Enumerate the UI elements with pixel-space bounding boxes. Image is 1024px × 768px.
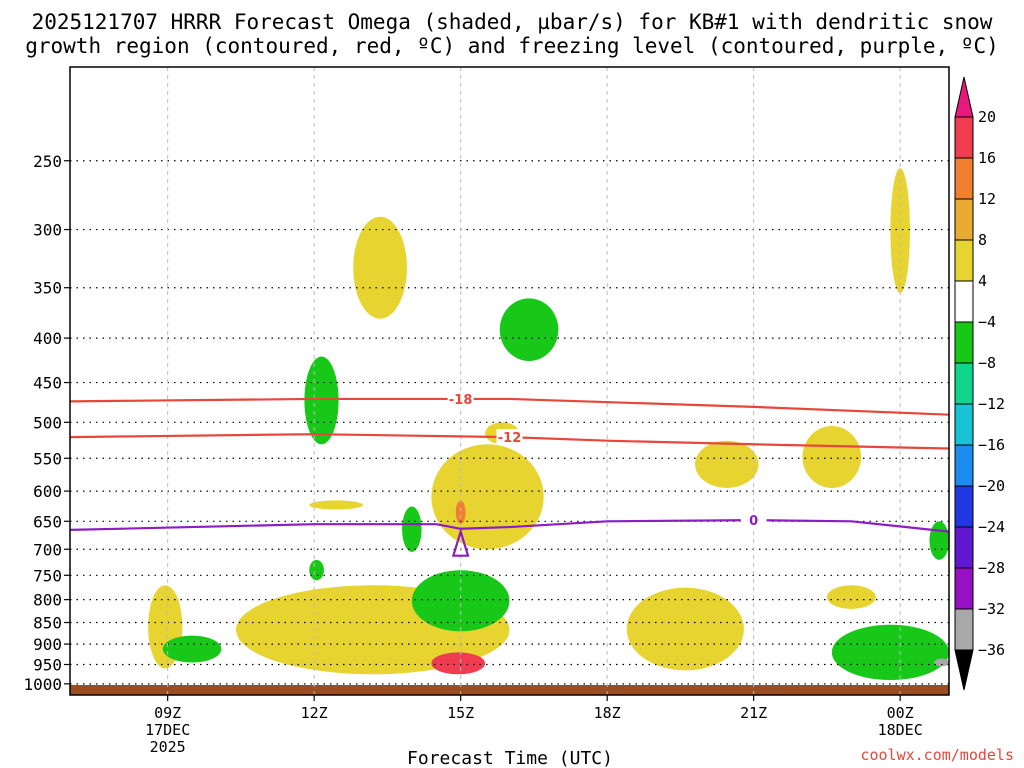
shaded-region-17 <box>411 570 510 632</box>
shaded-region-5 <box>455 500 466 525</box>
colorbar-label-12: 12 <box>978 190 996 208</box>
y-tick-label-300: 300 <box>33 221 62 240</box>
shaded-region-19 <box>826 585 876 609</box>
y-tick-label-700: 700 <box>33 540 62 559</box>
shaded-region-2 <box>304 356 339 445</box>
shaded-region-14 <box>162 635 222 663</box>
y-tick-label-800: 800 <box>33 591 62 610</box>
colorbar-label--12: −12 <box>978 395 1005 413</box>
x-tick-label-09Z: 09Z <box>154 704 181 722</box>
contour-label-bg-dgz_-18C <box>447 390 474 407</box>
x-tick-label-15Z: 15Z <box>447 704 474 722</box>
y-tick-label-1000: 1000 <box>23 675 62 694</box>
x-year-label-09Z: 2025 <box>150 738 186 756</box>
y-tick-label-250: 250 <box>33 152 62 171</box>
shaded-region-22 <box>929 521 949 560</box>
colorbar-label--20: −20 <box>978 477 1005 495</box>
colorbar-label-20: 20 <box>978 108 996 126</box>
x-tick-label-18Z: 18Z <box>594 704 621 722</box>
ground-surface <box>70 685 949 695</box>
colorbar-bin-8-12 <box>954 198 974 241</box>
x-tick-label-00Z: 00Z <box>887 704 914 722</box>
colorbar-label--36: −36 <box>978 641 1005 659</box>
contour-label-bg-dgz_-12C <box>496 429 523 446</box>
colorbar-bin-4-8 <box>954 239 974 282</box>
contour-dgz_-18C <box>70 397 949 416</box>
chart-title-line-1: 2025121707 HRRR Forecast Omega (shaded, … <box>31 10 993 34</box>
y-tick-label-400: 400 <box>33 329 62 348</box>
plot-frame <box>69 66 950 696</box>
colorbar-bin--12--8 <box>954 362 974 405</box>
y-tick-label-350: 350 <box>33 279 62 298</box>
y-tick-label-600: 600 <box>33 482 62 501</box>
y-tick-label-650: 650 <box>33 512 62 531</box>
shaded-region-20 <box>831 624 949 681</box>
colorbar-bin--16--12 <box>954 403 974 446</box>
shaded-region-10 <box>402 506 422 552</box>
colorbar-label-4: 4 <box>978 272 987 290</box>
colorbar-label--4: −4 <box>978 313 996 331</box>
colorbar-bin--24--20 <box>954 485 974 528</box>
y-tick-label-950: 950 <box>33 655 62 674</box>
x-tick-label-21Z: 21Z <box>740 704 767 722</box>
pressure-axis: 250 300 350 400 450 500 550 600 650 700 750 800 850 9… <box>23 152 70 694</box>
x-axis-label: Forecast Time (UTC) <box>407 748 613 768</box>
temperature-contours: -18 -12 0 <box>70 390 949 557</box>
shaded-region-7 <box>802 426 862 488</box>
shaded-region-11 <box>309 559 324 581</box>
colorbar-bin-16-20 <box>954 116 974 159</box>
omega-colorbar: 20 16 12 8 4 −4 −8 −12 −16 −20 −24 −28 −32 −36 <box>954 76 1005 691</box>
shaded-region-6 <box>695 440 759 488</box>
shaded-region-21 <box>934 658 949 667</box>
shaded-region-0 <box>353 216 407 319</box>
y-tick-label-850: 850 <box>33 614 62 633</box>
shaded-region-9 <box>309 500 363 510</box>
colorbar-bin--20--16 <box>954 444 974 487</box>
contour-label-freezing_0C: 0 <box>749 514 758 529</box>
y-tick-label-900: 900 <box>33 635 62 654</box>
colorbar-under-arrow <box>954 649 974 691</box>
colorbar-bin-12-16 <box>954 157 974 200</box>
chart-title-line-2: growth region (contoured, red, ºC) and f… <box>25 34 999 58</box>
credit-text: coolwx.com/models <box>860 746 1014 764</box>
colorbar-bin--8--4 <box>954 321 974 364</box>
x-date-label-09Z: 17DEC <box>145 721 190 739</box>
shaded-region-1 <box>499 298 559 361</box>
x-tick-label-12Z: 12Z <box>301 704 328 722</box>
colorbar-label-16: 16 <box>978 149 996 167</box>
colorbar-label-8: 8 <box>978 231 987 249</box>
contour-label-bg-freezing_0C <box>740 512 767 529</box>
y-tick-label-750: 750 <box>33 566 62 585</box>
colorbar-bin--4-4 <box>954 280 974 323</box>
omega-shading <box>148 168 949 681</box>
colorbar-bin--36--32 <box>954 608 974 651</box>
contour-freezing_0C <box>70 519 949 533</box>
colorbar-label--24: −24 <box>978 518 1005 536</box>
colorbar-label--8: −8 <box>978 354 996 372</box>
contour-dgz_-12C <box>70 433 949 450</box>
shaded-region-16 <box>431 652 486 675</box>
y-tick-label-450: 450 <box>33 374 62 393</box>
colorbar-label--32: −32 <box>978 600 1005 618</box>
contour-freezing-loop <box>451 527 470 557</box>
shaded-region-4 <box>431 444 544 550</box>
colorbar-label--16: −16 <box>978 436 1005 454</box>
x-date-label-00Z: 18DEC <box>878 721 923 739</box>
y-tick-label-500: 500 <box>33 413 62 432</box>
y-tick-label-550: 550 <box>33 449 62 468</box>
colorbar-bin--28--24 <box>954 526 974 569</box>
gridlines <box>70 67 949 695</box>
shaded-region-18 <box>626 587 744 671</box>
contour-label-dgz_-18C: -18 <box>449 393 473 408</box>
colorbar-over-arrow <box>954 76 974 118</box>
colorbar-bin--32--28 <box>954 567 974 610</box>
contour-label-dgz_-12C: -12 <box>498 431 522 446</box>
colorbar-label--28: −28 <box>978 559 1005 577</box>
